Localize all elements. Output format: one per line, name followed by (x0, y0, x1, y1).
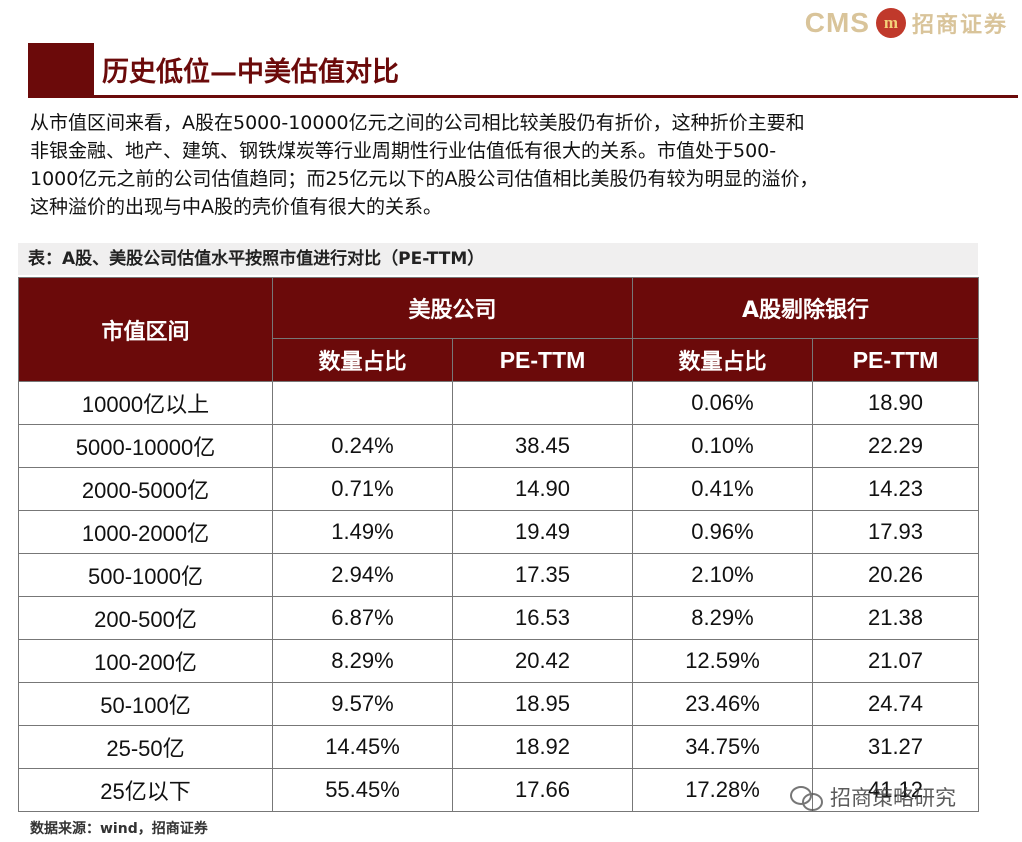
logo-company-name: 招商证券 (911, 13, 1008, 38)
table-row: 50-100亿 9.57% 18.95 23.46% 24.74 (18, 682, 979, 726)
valuation-table: 市值区间 美股公司 A股剔除银行 数量占比 PE-TTM 数量占比 PE-TTM… (18, 277, 979, 812)
intro-paragraph: 从市值区间来看，A股在5000-10000亿元之间的公司相比较美股仍有折价，这种… (30, 109, 990, 221)
cell-range: 10000亿以上 (18, 381, 273, 425)
table-row: 25-50亿 14.45% 18.92 34.75% 31.27 (18, 725, 979, 769)
table-row: 25亿以下 55.45% 17.66 17.28% 41.12 (18, 768, 979, 812)
cell-range: 50-100亿 (18, 682, 273, 726)
cell-range: 1000-2000亿 (18, 510, 273, 554)
cell-us-pe: 18.92 (452, 725, 633, 769)
title-divider (28, 95, 1018, 98)
cell-us-pe: 17.35 (452, 553, 633, 597)
header-us-companies: 美股公司 (272, 277, 633, 339)
cell-a-share: 2.10% (632, 553, 813, 597)
cell-a-pe: 41.12 (812, 768, 979, 812)
cell-a-share: 12.59% (632, 639, 813, 683)
watermark-text: 招商策略研究 (830, 786, 956, 810)
cell-us-pe: 20.42 (452, 639, 633, 683)
logo-cms-text: CMS (804, 7, 870, 38)
table-caption: 表：A股、美股公司估值水平按照市值进行对比（PE-TTM） (18, 243, 978, 275)
header-market-cap-range: 市值区间 (18, 277, 273, 382)
cell-a-share: 8.29% (632, 596, 813, 640)
cell-us-pe (452, 381, 633, 425)
cell-us-pe: 17.66 (452, 768, 633, 812)
cell-a-pe: 17.93 (812, 510, 979, 554)
header-a-pe-label: PE-TTM (852, 346, 939, 373)
cell-us-share (272, 381, 453, 425)
header-us-share: 数量占比 (272, 338, 453, 382)
cell-us-share: 0.24% (272, 424, 453, 468)
cell-us-pe: 14.90 (452, 467, 633, 511)
cell-a-share: 34.75% (632, 725, 813, 769)
cell-us-share: 1.49% (272, 510, 453, 554)
brand-logo: CMS m 招商证券 (805, 6, 1008, 40)
cell-us-share: 9.57% (272, 682, 453, 726)
table-row: 10000亿以上 0.06% 18.90 (18, 381, 979, 425)
cell-us-share: 55.45% (272, 768, 453, 812)
wechat-watermark: 招商策略研究 (790, 782, 956, 812)
cell-us-pe: 19.49 (452, 510, 633, 554)
table-row: 2000-5000亿 0.71% 14.90 0.41% 14.23 (18, 467, 979, 511)
logo-badge-icon: m (875, 8, 906, 38)
header-a-share-ex-banks: A股剔除银行 (632, 277, 979, 339)
header-a-pe: PE-TTM (812, 338, 979, 382)
page-title: 历史低位—中美估值对比 (102, 57, 399, 88)
cell-us-share: 6.87% (272, 596, 453, 640)
cell-a-pe: 20.26 (812, 553, 979, 597)
cell-range: 5000-10000亿 (18, 424, 273, 468)
cell-range: 100-200亿 (18, 639, 273, 683)
cell-a-pe: 18.90 (812, 381, 979, 425)
paragraph-line: 这种溢价的出现与中A股的壳价值有很大的关系。 (30, 196, 442, 218)
table-row: 200-500亿 6.87% 16.53 8.29% 21.38 (18, 596, 979, 640)
cell-range: 500-1000亿 (18, 553, 273, 597)
cell-range: 25-50亿 (18, 725, 273, 769)
cell-a-pe: 14.23 (812, 467, 979, 511)
header-a-share: 数量占比 (632, 338, 813, 382)
table-row: 500-1000亿 2.94% 17.35 2.10% 20.26 (18, 553, 979, 597)
cell-a-share: 0.96% (632, 510, 813, 554)
title-accent-block (28, 43, 94, 95)
paragraph-line: 非银金融、地产、建筑、钢铁煤炭等行业周期性行业估值低有很大的关系。市值处于500… (30, 140, 777, 162)
cell-us-share: 8.29% (272, 639, 453, 683)
paragraph-line: 1000亿元之前的公司估值趋同；而25亿元以下的A股公司估值相比美股仍有较为明显… (30, 168, 819, 190)
header-us-pe: PE-TTM (452, 338, 633, 382)
cell-a-share: 17.28% (632, 768, 813, 812)
cell-us-share: 14.45% (272, 725, 453, 769)
paragraph-line: 从市值区间来看，A股在5000-10000亿元之间的公司相比较美股仍有折价，这种… (30, 112, 805, 134)
cell-a-share: 0.41% (632, 467, 813, 511)
cell-a-pe: 21.07 (812, 639, 979, 683)
cell-us-share: 0.71% (272, 467, 453, 511)
cell-range: 200-500亿 (18, 596, 273, 640)
cell-us-pe: 38.45 (452, 424, 633, 468)
wechat-icon (790, 784, 824, 811)
cell-a-share: 23.46% (632, 682, 813, 726)
table-row: 1000-2000亿 1.49% 19.49 0.96% 17.93 (18, 510, 979, 554)
cell-range: 25亿以下 (18, 768, 273, 812)
cell-a-pe: 24.74 (812, 682, 979, 726)
cell-us-share: 2.94% (272, 553, 453, 597)
cell-range: 2000-5000亿 (18, 467, 273, 511)
cell-us-pe: 16.53 (452, 596, 633, 640)
data-source-note: 数据来源：wind，招商证券 (30, 821, 208, 837)
table-row: 5000-10000亿 0.24% 38.45 0.10% 22.29 (18, 424, 979, 468)
cell-a-share: 0.10% (632, 424, 813, 468)
cell-us-pe: 18.95 (452, 682, 633, 726)
cell-a-share: 0.06% (632, 381, 813, 425)
cell-a-pe: 31.27 (812, 725, 979, 769)
cell-a-pe: 22.29 (812, 424, 979, 468)
cell-a-pe: 21.38 (812, 596, 979, 640)
table-row: 100-200亿 8.29% 20.42 12.59% 21.07 (18, 639, 979, 683)
header-us-pe-label: PE-TTM (499, 346, 586, 373)
